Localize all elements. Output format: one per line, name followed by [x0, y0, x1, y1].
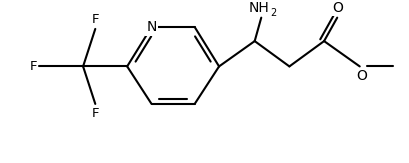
Text: 2: 2: [270, 8, 276, 18]
Text: N: N: [146, 20, 156, 34]
Text: O: O: [332, 1, 343, 15]
Text: O: O: [355, 69, 366, 83]
Text: F: F: [91, 13, 99, 26]
Text: F: F: [29, 60, 37, 73]
Text: F: F: [91, 107, 99, 120]
Text: NH: NH: [248, 1, 269, 15]
